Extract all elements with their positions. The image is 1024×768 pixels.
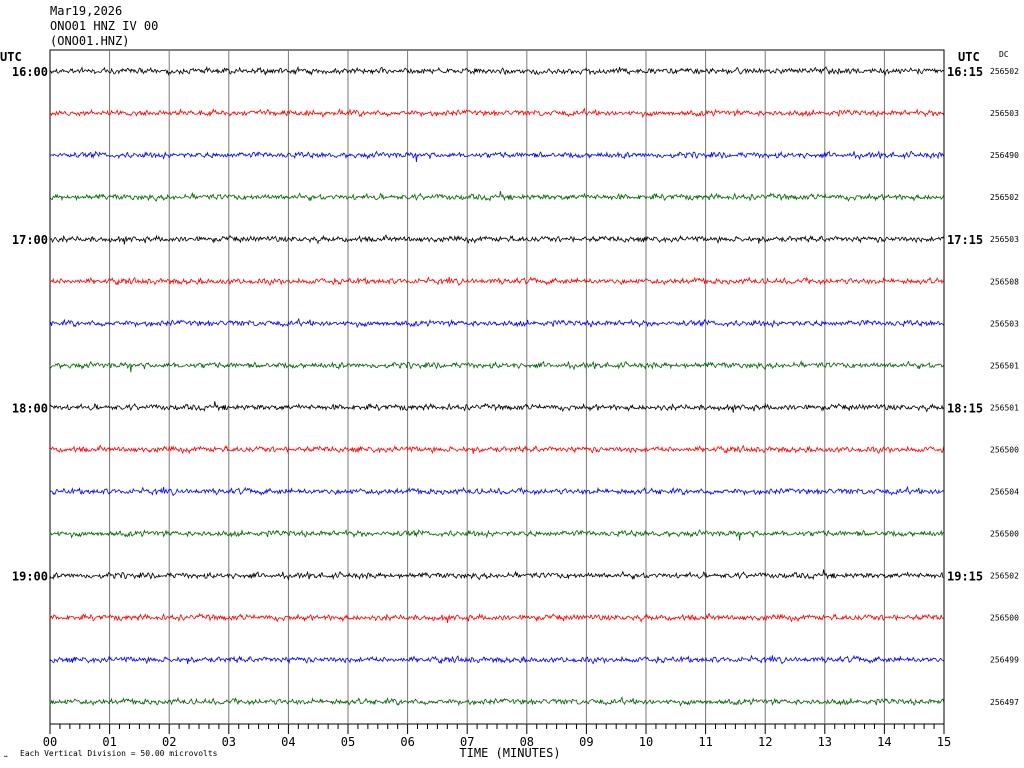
- x-tick-label: 14: [877, 735, 891, 749]
- trace-line: [49, 317, 944, 329]
- x-tick-label: 08: [520, 735, 534, 749]
- x-tick-label: 06: [400, 735, 414, 749]
- right-axis-utc-label: UTC: [958, 50, 980, 64]
- x-tick-label: 07: [460, 735, 474, 749]
- dc-value: 256502: [990, 193, 1019, 202]
- left-axis-utc-label: UTC: [0, 50, 22, 64]
- dc-value: 256504: [990, 488, 1019, 497]
- chart-date: Mar19,2026: [50, 4, 123, 18]
- trace-line: [49, 401, 944, 413]
- dc-value: 256501: [990, 403, 1019, 412]
- dc-value: 256497: [990, 698, 1019, 707]
- trace-line: [49, 569, 944, 581]
- dc-value: 256490: [990, 151, 1019, 160]
- x-tick-label: 13: [818, 735, 832, 749]
- dc-value: 256502: [990, 67, 1019, 76]
- x-tick-label: 11: [698, 735, 712, 749]
- dc-value: 256503: [990, 235, 1019, 244]
- trace-line: [49, 65, 944, 77]
- trace-line: [49, 276, 944, 287]
- dc-value: 256500: [990, 445, 1019, 454]
- right-time-label: 16:15: [947, 65, 983, 79]
- left-hour-label: 16:00: [12, 65, 48, 79]
- trace-line: [49, 612, 944, 624]
- left-hour-label: 19:00: [12, 570, 48, 584]
- trace-line: [49, 528, 944, 541]
- chart-station: ONO01 HNZ IV 00: [50, 19, 159, 33]
- x-axis-title: TIME (MINUTES): [459, 746, 560, 760]
- dc-value: 256508: [990, 277, 1019, 286]
- dc-value: 256500: [990, 614, 1019, 623]
- right-time-label: 18:15: [947, 401, 983, 415]
- trace-line: [49, 654, 944, 665]
- dc-label: DC: [999, 50, 1009, 59]
- dc-value: 256501: [990, 361, 1019, 370]
- chart-channel: (ONO01.HNZ): [50, 34, 130, 48]
- left-hour-label: 18:00: [12, 401, 48, 415]
- x-tick-label: 03: [222, 735, 236, 749]
- right-time-label: 19:15: [947, 570, 983, 584]
- plot-frame: [49, 49, 945, 725]
- x-tick-label: 15: [937, 735, 951, 749]
- dc-value: 256503: [990, 319, 1019, 328]
- trace-line: [49, 360, 944, 373]
- x-tick-label: 12: [758, 735, 772, 749]
- x-tick-label: 04: [281, 735, 295, 749]
- trace-line: [49, 485, 944, 497]
- trace-line: [49, 696, 944, 707]
- trace-line: [49, 444, 944, 455]
- scale-icon: ↔: [4, 753, 8, 760]
- trace-line: [49, 191, 944, 202]
- left-hour-label: 17:00: [12, 233, 48, 247]
- dc-value: 256503: [990, 109, 1019, 118]
- x-tick-label: 01: [102, 735, 116, 749]
- x-tick-label: 10: [639, 735, 653, 749]
- x-tick-label: 02: [162, 735, 176, 749]
- x-tick-label: 09: [579, 735, 593, 749]
- dc-value: 256502: [990, 572, 1019, 581]
- trace-line: [49, 234, 944, 245]
- x-tick-label: 05: [341, 735, 355, 749]
- x-tick-label: 00: [43, 735, 57, 749]
- scale-text: Each Vertical Division = 50.00 microvolt…: [20, 749, 218, 758]
- trace-line: [49, 150, 944, 163]
- dc-value: 256500: [990, 530, 1019, 539]
- right-time-label: 17:15: [947, 233, 983, 247]
- trace-line: [49, 107, 944, 119]
- dc-value: 256499: [990, 656, 1019, 665]
